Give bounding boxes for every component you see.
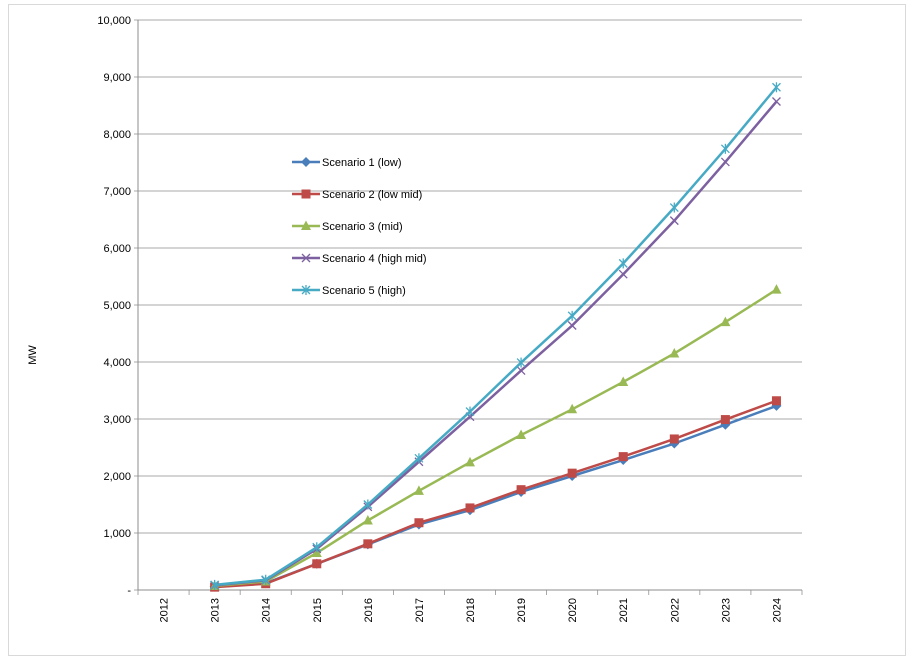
data-point [516,485,526,495]
axes: - 1,000 2,000 3,000 4,000 5,000 6,000 7,000 8,00… [97,15,803,622]
data-point [465,406,475,417]
y-tick-label: 7,000 [103,186,131,198]
legend-item: Scenario 1 (low) [292,157,401,169]
x-tick-label: 2014 [261,598,273,622]
series-layer [209,82,782,592]
legend-label: Scenario 3 (mid) [322,221,403,233]
data-point [618,269,628,279]
y-axis-label: MW [27,345,39,365]
x-tick-label: 2012 [159,598,171,622]
y-tick-label: 5,000 [103,300,131,312]
legend-item: Scenario 5 (high) [292,285,406,297]
legend-label: Scenario 1 (low) [322,157,401,169]
y-tick-label: 2,000 [103,471,131,483]
x-tick-label: 2015 [312,598,324,622]
y-tick-label: 9,000 [103,72,131,84]
y-tick-label: 1,000 [103,528,131,540]
series-line [214,86,778,587]
series-5 [210,82,781,590]
legend-label: Scenario 5 (high) [322,285,406,297]
data-point [414,453,424,464]
legend-item: Scenario 3 (mid) [292,220,403,233]
data-point [720,143,730,154]
legend-label: Scenario 2 (low mid) [322,189,422,201]
data-point [771,284,782,294]
data-point [516,429,527,439]
x-tick-label: 2020 [567,598,579,622]
x-tick-label: 2019 [516,598,528,622]
data-point [301,220,311,230]
data-point [261,574,271,585]
y-tick-label: 6,000 [103,243,131,255]
x-tick-label: 2023 [720,598,732,622]
x-tick-label: 2013 [210,598,222,622]
gridlines [138,19,802,534]
data-point [720,157,730,167]
data-point [516,357,526,368]
data-point [618,452,628,462]
series-line [214,288,778,588]
data-point [465,456,475,467]
y-tick-label: 8,000 [103,129,131,141]
x-tick-label: 2016 [363,598,375,622]
data-point [720,415,730,425]
data-point [669,216,679,226]
y-tick-label: 4,000 [103,357,131,369]
series-4 [210,97,781,590]
data-point [669,434,679,444]
data-point [301,285,311,295]
data-point [618,258,628,269]
data-point [567,321,577,330]
data-point [771,396,781,406]
data-point [567,468,577,478]
legend: Scenario 1 (low) Scenario 2 (low mid) Scen… [292,157,427,297]
x-tick-label: 2021 [618,598,630,622]
y-tick-label: 3,000 [103,414,131,426]
legend-label: Scenario 4 (high mid) [322,253,427,265]
x-tick-label: 2018 [465,598,477,622]
data-point [465,503,475,513]
data-point [312,542,322,553]
data-point [772,82,781,93]
data-point [301,253,311,263]
series-3 [209,284,782,591]
data-point [413,485,424,495]
x-tick-label: 2024 [771,598,783,622]
data-point [362,514,373,525]
data-point [567,310,577,321]
data-point [301,189,311,199]
data-point [210,579,220,590]
data-point [720,316,731,327]
series-line [214,399,777,589]
data-point [363,539,373,549]
data-point [618,376,629,386]
data-point [301,157,311,167]
data-point [312,559,322,569]
legend-item: Scenario 2 (low mid) [292,189,422,201]
data-point [567,403,578,414]
y-tick-label: - [127,585,131,597]
data-point [772,97,781,106]
y-tick-label: 10,000 [97,15,131,27]
series-line [214,100,778,587]
x-tick-label: 2017 [414,598,426,622]
x-tick-label: 2022 [669,598,681,622]
data-point [414,518,424,528]
data-point [363,499,373,510]
data-point [516,366,526,376]
data-point [669,347,680,358]
data-point [669,202,679,213]
legend-item: Scenario 4 (high mid) [292,253,427,265]
